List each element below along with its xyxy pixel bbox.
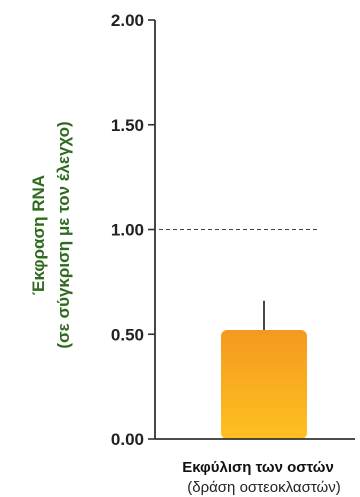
x-category-label: Εκφύλιση των οστών [182,459,334,476]
y-tick-label: 1.00 [111,221,144,240]
bar [221,330,307,439]
axis-lines [154,20,355,440]
y-axis-ticks: 0.00 0.50 1.00 1.50 2.00 [111,11,155,449]
y-tick-label: 2.00 [111,11,144,30]
y-tick-label: 1.50 [111,116,144,135]
y-tick-label: 0.00 [111,430,144,449]
y-tick-label: 0.50 [111,325,144,344]
bars [221,300,307,439]
y-axis-label-line-1: Έκφραση RNA [29,175,48,295]
y-axis-label: Έκφραση RNA (σε σύγκριση με τον έλεγχο) [29,121,73,348]
y-axis-label-line-2: (σε σύγκριση με τον έλεγχο) [54,121,73,348]
x-category-sublabel: (δράση οστεοκλαστών) [187,479,341,496]
